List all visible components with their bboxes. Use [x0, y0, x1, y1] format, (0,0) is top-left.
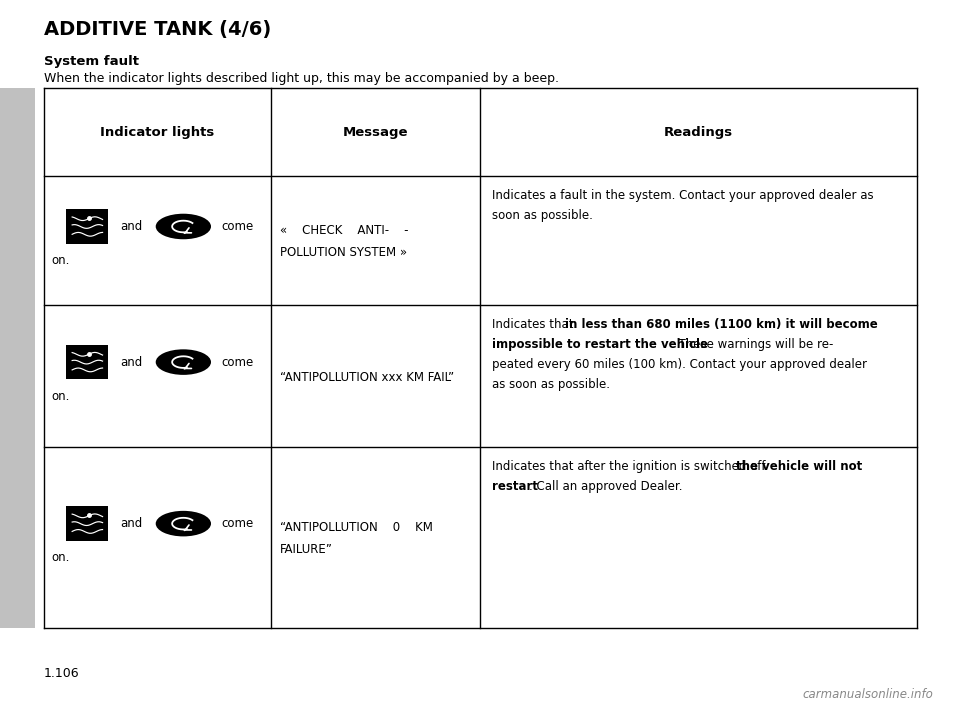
Text: come: come [222, 517, 254, 530]
Text: POLLUTION SYSTEM »: POLLUTION SYSTEM » [280, 246, 407, 258]
Text: restart: restart [492, 480, 538, 493]
Ellipse shape [156, 511, 211, 537]
Text: the vehicle will not: the vehicle will not [736, 460, 863, 473]
Text: ADDITIVE TANK (4/6): ADDITIVE TANK (4/6) [44, 20, 272, 39]
Text: carmanualsonline.info: carmanualsonline.info [803, 688, 933, 701]
Text: on.: on. [52, 390, 70, 403]
Text: 1.106: 1.106 [44, 667, 80, 679]
Text: Indicates that after the ignition is switched off: Indicates that after the ignition is swi… [492, 460, 769, 473]
Ellipse shape [156, 349, 211, 375]
Text: impossible to restart the vehicle: impossible to restart the vehicle [492, 338, 708, 351]
Text: . Call an approved Dealer.: . Call an approved Dealer. [530, 480, 683, 493]
Bar [0, 88, 35, 628]
Text: come: come [222, 220, 254, 233]
Text: Readings: Readings [663, 126, 733, 138]
Text: and: and [120, 517, 143, 530]
Text: on.: on. [52, 551, 70, 564]
Text: When the indicator lights described light up, this may be accompanied by a beep.: When the indicator lights described ligh… [44, 72, 559, 84]
Text: come: come [222, 356, 254, 368]
Bar [66, 506, 108, 541]
Text: soon as possible.: soon as possible. [492, 209, 592, 222]
Text: “ANTIPOLLUTION xxx KM FAIL”: “ANTIPOLLUTION xxx KM FAIL” [280, 371, 454, 383]
Ellipse shape [156, 214, 211, 239]
Text: on.: on. [52, 254, 70, 267]
Text: Indicates that: Indicates that [492, 318, 577, 331]
Text: Message: Message [343, 126, 408, 138]
Text: System fault: System fault [44, 55, 139, 68]
Text: peated every 60 miles (100 km). Contact your approved dealer: peated every 60 miles (100 km). Contact … [492, 358, 867, 371]
Text: Indicates a fault in the system. Contact your approved dealer as: Indicates a fault in the system. Contact… [492, 189, 874, 202]
Text: and: and [120, 356, 143, 368]
Text: and: and [120, 220, 143, 233]
Text: in less than 680 miles (1100 km) it will become: in less than 680 miles (1100 km) it will… [564, 318, 877, 331]
Bar [66, 345, 108, 379]
Text: “ANTIPOLLUTION    0    KM: “ANTIPOLLUTION 0 KM [280, 521, 433, 535]
Text: as soon as possible.: as soon as possible. [492, 378, 610, 391]
Text: . These warnings will be re-: . These warnings will be re- [670, 338, 833, 351]
Text: Indicator lights: Indicator lights [100, 126, 215, 138]
Text: FAILURE”: FAILURE” [280, 542, 333, 556]
Text: «    CHECK    ANTI-    -: « CHECK ANTI- - [280, 224, 409, 237]
Bar [66, 209, 108, 244]
